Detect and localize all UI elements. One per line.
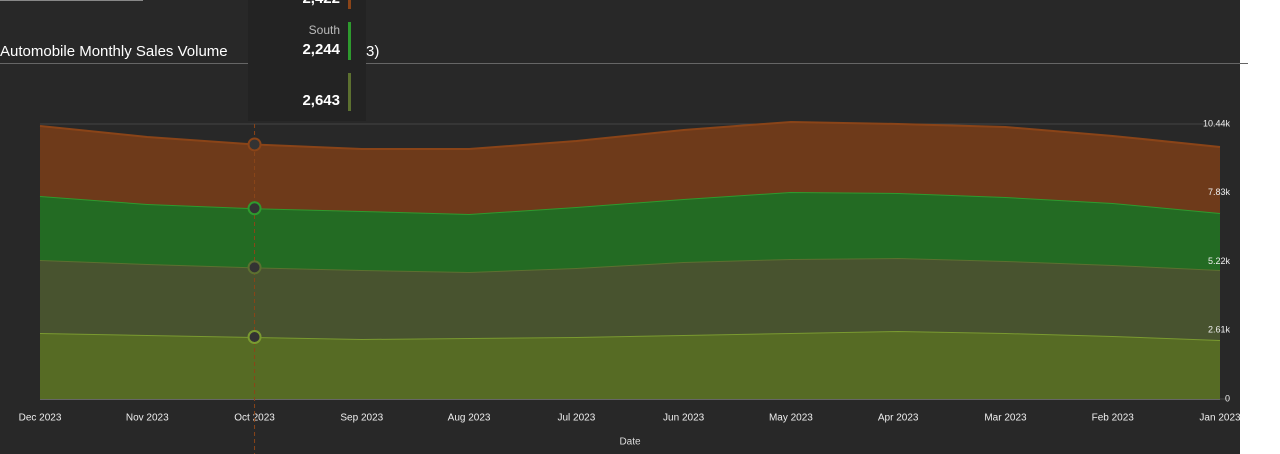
x-tick-label: Apr 2023 [878,413,919,424]
x-tick-label: May 2023 [769,413,813,424]
area [40,121,1220,214]
x-tick-label: Mar 2023 [984,413,1027,424]
x-axis-label: Date [619,437,641,448]
x-tick-label: Jun 2023 [663,413,705,424]
x-tick-label: Jan 2023 [1199,413,1241,424]
y-tick-label: 10.44k [1203,118,1231,128]
y-tick-label: 0 [1225,393,1230,403]
tooltip-value: 2,643 [302,92,340,109]
hover-marker [247,329,262,344]
tooltip-name: South [309,23,340,37]
hover-marker [247,201,262,216]
area [40,330,1220,399]
tooltip-swatch [348,73,351,111]
hover-marker [247,137,262,152]
area [40,257,1220,340]
chart-title: 3) [366,43,379,60]
tooltip-swatch [348,22,351,60]
hover-marker [247,260,262,275]
area-line [39,120,1221,150]
x-tick-label: Feb 2023 [1092,413,1135,424]
area [40,191,1220,272]
x-tick-label: Nov 2023 [126,413,169,424]
tooltip-value: 2,244 [302,41,340,58]
y-tick-label: 2.61k [1208,325,1231,335]
area-line [39,190,1221,215]
tooltip-value: 2,422 [302,0,340,7]
x-tick-label: Jul 2023 [557,413,595,424]
chart-title: Automobile Monthly Sales Volume [0,43,228,60]
y-tick-label: 5.22k [1208,256,1231,266]
tooltip [248,0,366,121]
tooltip-swatch [348,0,351,9]
y-tick-label: 7.83k [1208,187,1231,197]
x-tick-label: Sep 2023 [340,413,383,424]
x-tick-label: Dec 2023 [19,413,62,424]
x-tick-label: Aug 2023 [448,413,491,424]
